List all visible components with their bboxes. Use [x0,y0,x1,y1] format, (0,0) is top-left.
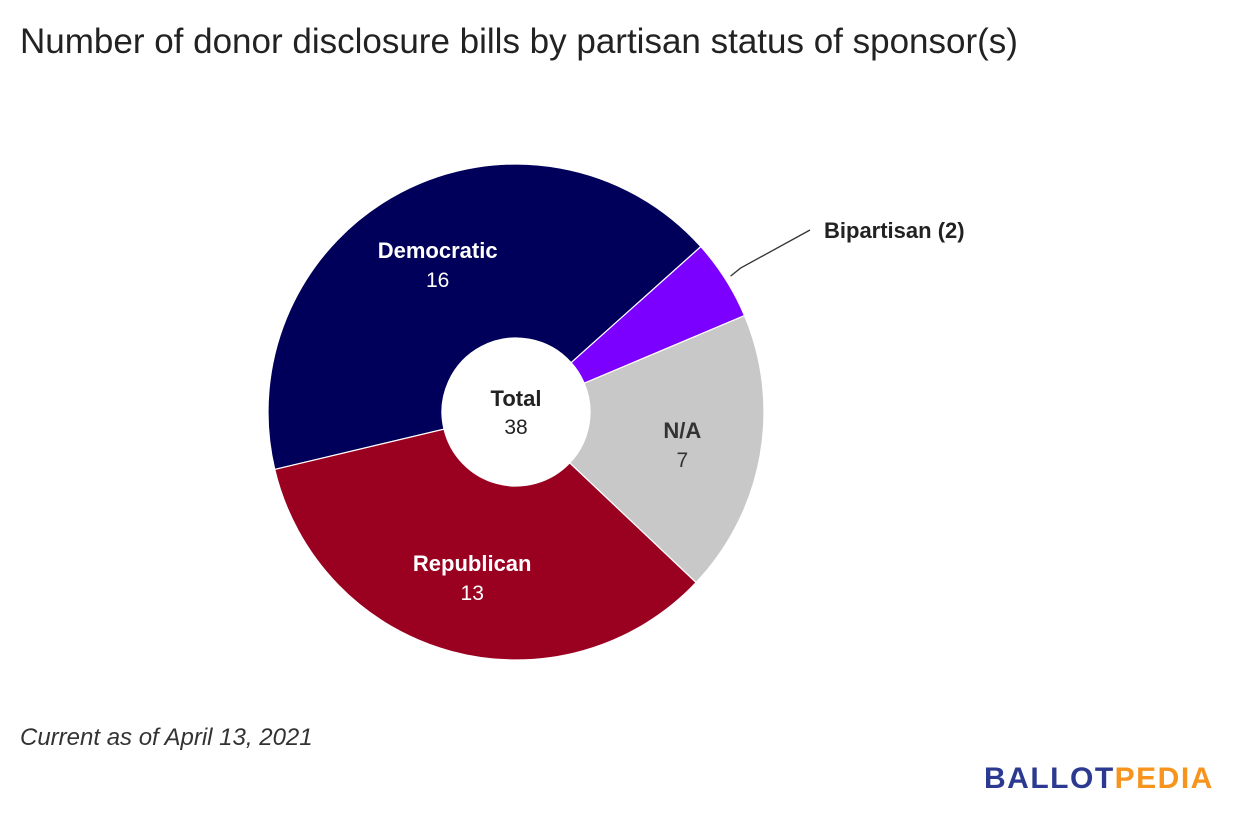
slice-value-n-a: 7 [676,449,688,472]
slice-value-democratic: 16 [426,269,449,292]
callout-line-bipartisan [730,229,811,277]
slice-value-republican: 13 [461,582,484,605]
slice-label-bipartisan: Bipartisan (2) [824,218,965,243]
slice-democratic [267,163,702,471]
center-value: 38 [504,416,527,439]
slice-republican [274,428,697,661]
slice-label-democratic: Democratic [378,238,498,263]
logo-text-ballot: BALLOT [984,762,1115,795]
slice-label-n-a: N/A [663,418,701,443]
slice-label-republican: Republican [413,551,532,576]
chart-title: Number of donor disclosure bills by part… [20,22,1018,61]
slice-n-a [568,314,765,584]
logo-text-pedia: PEDIA [1114,762,1214,795]
ballotpedia-logo: BALLOTPEDIA [984,762,1214,796]
center-label: Total [491,386,542,411]
footnote: Current as of April 13, 2021 [20,724,313,751]
